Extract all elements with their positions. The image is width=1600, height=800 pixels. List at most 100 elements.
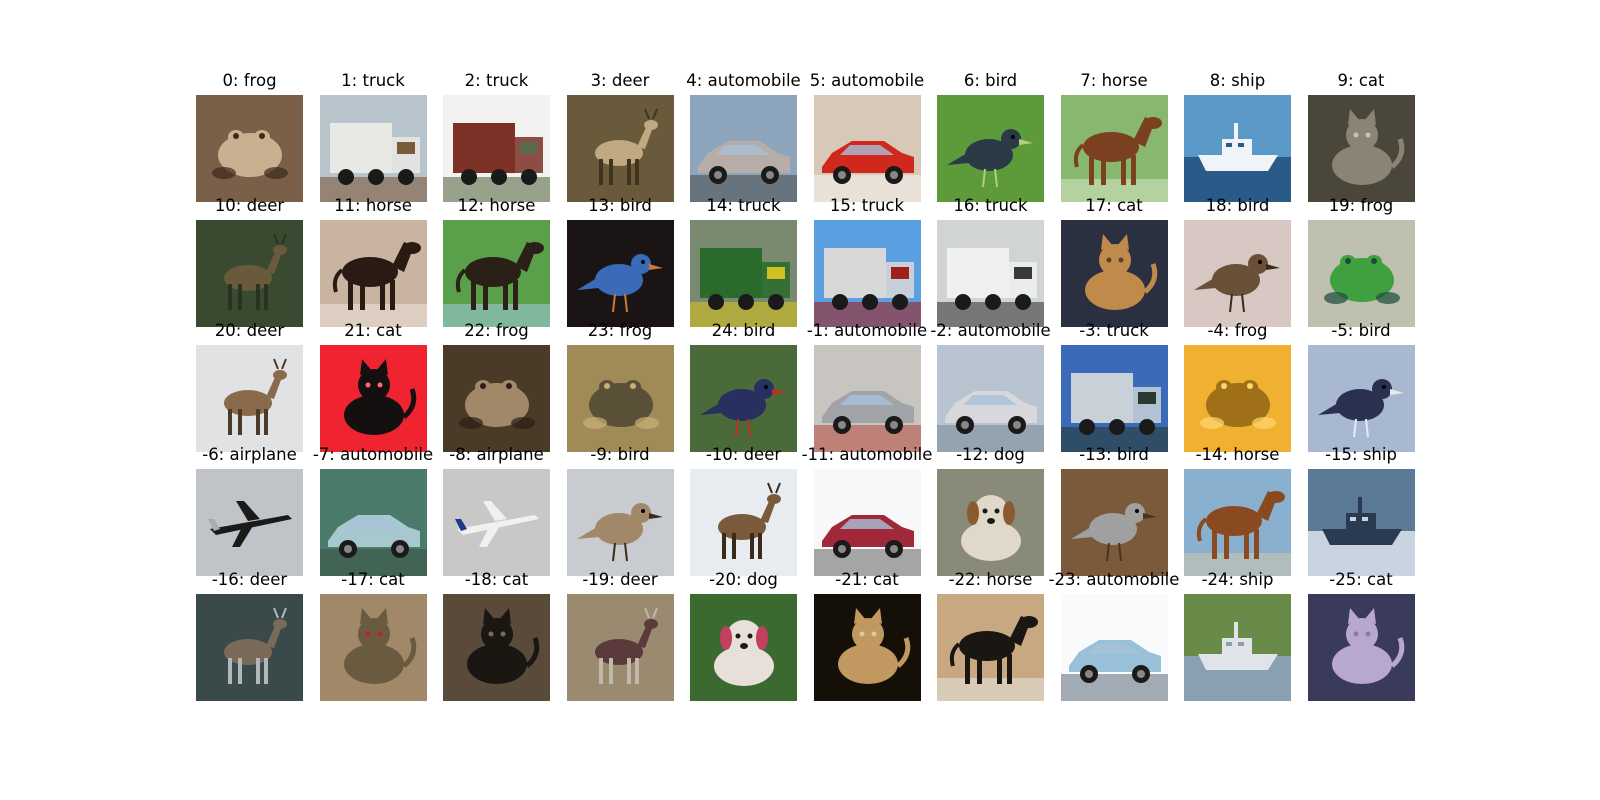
cell-title: 4: automobile bbox=[686, 71, 801, 90]
cell-title: -1: automobile bbox=[806, 320, 928, 340]
grid-cell: 11: horse bbox=[319, 195, 427, 327]
bird-thumbnail bbox=[1060, 469, 1168, 577]
automobile-thumbnail bbox=[690, 95, 797, 202]
ship-thumbnail bbox=[1307, 469, 1415, 577]
horse-thumbnail bbox=[443, 219, 550, 327]
grid-cell: -24: ship bbox=[1184, 569, 1291, 702]
cell-title: 17: cat bbox=[1085, 195, 1143, 215]
frog-thumbnail bbox=[1307, 219, 1415, 327]
cell-image bbox=[196, 344, 303, 452]
grid-cell: -16: deer bbox=[196, 569, 303, 702]
cell-title: -12: dog bbox=[956, 445, 1025, 465]
cell-image bbox=[690, 95, 797, 202]
cat-thumbnail bbox=[1060, 219, 1168, 327]
cell-image bbox=[1060, 469, 1168, 577]
grid-cell: 1: truck bbox=[319, 70, 427, 202]
grid-cell: 6: bird bbox=[937, 70, 1044, 202]
grid-cell: -2: automobile bbox=[930, 320, 1051, 452]
automobile-thumbnail bbox=[813, 469, 921, 577]
horse-thumbnail bbox=[1060, 95, 1168, 202]
cell-title: -3: truck bbox=[1079, 320, 1149, 340]
horse-shape bbox=[1184, 491, 1291, 577]
cell-title: -24: ship bbox=[1201, 570, 1274, 590]
grid-cell: -11: automobile bbox=[802, 444, 932, 577]
cell-image bbox=[813, 594, 921, 702]
cat-shape bbox=[467, 608, 540, 685]
deer-thumbnail bbox=[196, 219, 303, 327]
horse-shape bbox=[937, 616, 1044, 702]
cell-image bbox=[443, 344, 550, 452]
bird-shape bbox=[1317, 378, 1404, 437]
cell-image bbox=[196, 594, 303, 702]
cell-image bbox=[1060, 594, 1168, 702]
cell-image bbox=[566, 344, 674, 452]
dog-shape bbox=[961, 495, 1021, 562]
grid-cell: -18: cat bbox=[443, 569, 550, 702]
horse-shape bbox=[443, 241, 550, 327]
cell-image bbox=[1184, 219, 1291, 327]
automobile-thumbnail bbox=[813, 344, 921, 452]
grid-cell: -8: airplane bbox=[443, 444, 550, 577]
frog-shape bbox=[1200, 379, 1276, 429]
bird-thumbnail bbox=[937, 95, 1044, 202]
grid-cell: 17: cat bbox=[1060, 195, 1168, 327]
horse-thumbnail bbox=[1184, 469, 1291, 577]
cell-image bbox=[566, 219, 674, 327]
automobile-thumbnail bbox=[319, 469, 427, 577]
grid-cell: 16: truck bbox=[937, 195, 1044, 327]
grid-cell: -3: truck bbox=[1060, 320, 1168, 452]
bird-thumbnail bbox=[566, 219, 674, 327]
cell-title: -20: dog bbox=[709, 570, 778, 590]
grid-cell: -12: dog bbox=[937, 444, 1044, 577]
cell-image bbox=[1307, 469, 1415, 577]
grid-cell: -25: cat bbox=[1307, 569, 1415, 702]
grid-cell: 5: automobile bbox=[810, 70, 924, 202]
grid-cell: -20: dog bbox=[690, 569, 797, 702]
cell-title: 12: horse bbox=[457, 195, 536, 215]
cat-thumbnail bbox=[1307, 594, 1415, 702]
bird-thumbnail bbox=[1184, 219, 1291, 327]
frog-thumbnail bbox=[443, 344, 550, 452]
grid-cell: 12: horse bbox=[443, 195, 550, 327]
cell-image bbox=[690, 344, 797, 452]
frog-thumbnail bbox=[196, 95, 303, 202]
bird-thumbnail bbox=[566, 469, 674, 577]
cell-title: -2: automobile bbox=[930, 320, 1051, 340]
cell-image bbox=[319, 469, 427, 577]
dog-thumbnail bbox=[937, 469, 1044, 577]
deer-shape bbox=[224, 358, 287, 435]
ship-shape bbox=[1184, 622, 1291, 702]
automobile-shape bbox=[1060, 640, 1168, 702]
cell-title: -6: airplane bbox=[202, 445, 297, 465]
cell-image bbox=[1307, 95, 1415, 202]
automobile-shape bbox=[813, 141, 921, 202]
deer-thumbnail bbox=[566, 95, 674, 202]
automobile-thumbnail bbox=[937, 344, 1044, 452]
cell-title: -9: bird bbox=[590, 445, 650, 465]
cat-thumbnail bbox=[1307, 95, 1415, 202]
cat-thumbnail bbox=[319, 594, 427, 702]
truck-thumbnail bbox=[443, 95, 550, 202]
deer-shape bbox=[594, 607, 658, 685]
grid-cell: -15: ship bbox=[1307, 444, 1415, 577]
automobile-shape bbox=[813, 390, 921, 452]
grid-cell: 0: frog bbox=[196, 70, 303, 202]
cat-shape bbox=[1331, 608, 1404, 685]
cell-image bbox=[319, 344, 427, 452]
cell-title: 0: frog bbox=[222, 71, 277, 90]
cell-title: 3: deer bbox=[590, 71, 650, 90]
frog-shape bbox=[212, 130, 288, 179]
automobile-thumbnail bbox=[1060, 594, 1168, 702]
frog-thumbnail bbox=[566, 344, 674, 452]
airplane-shape bbox=[208, 501, 292, 548]
grid-cell: -22: horse bbox=[937, 569, 1044, 702]
cell-title: 22: frog bbox=[464, 320, 529, 340]
deer-thumbnail bbox=[690, 469, 797, 577]
cell-title: -15: ship bbox=[1325, 445, 1397, 465]
cell-title: 1: truck bbox=[341, 71, 405, 90]
deer-shape bbox=[718, 483, 781, 560]
cat-thumbnail bbox=[319, 344, 427, 452]
cell-image bbox=[813, 469, 921, 577]
airplane-thumbnail bbox=[443, 469, 550, 577]
